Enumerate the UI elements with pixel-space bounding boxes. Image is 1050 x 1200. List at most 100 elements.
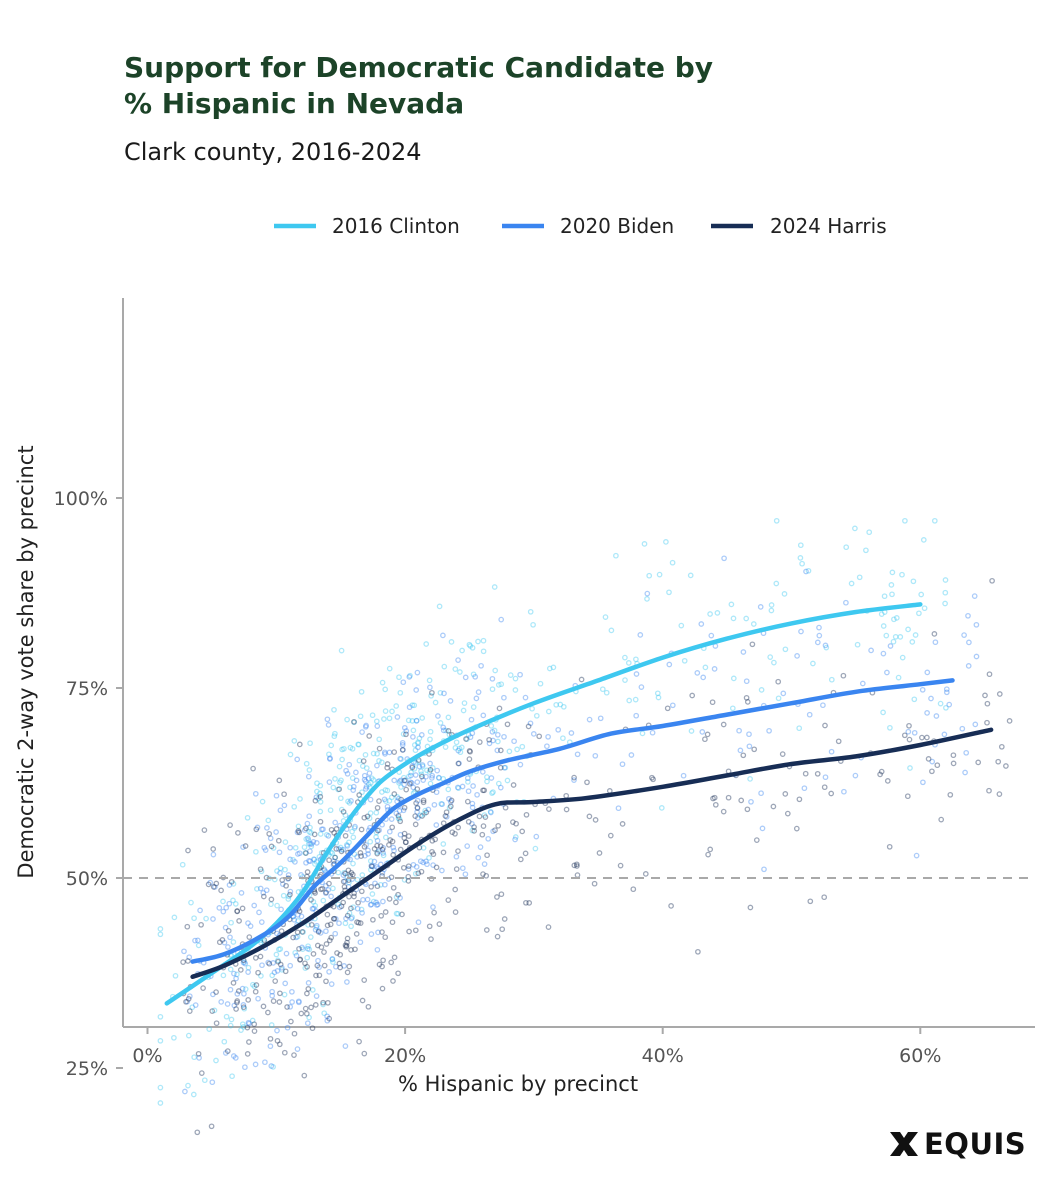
x-tick-label: 60%: [899, 1045, 941, 1067]
scatter-point: [253, 982, 260, 988]
scatter-point: [343, 915, 349, 922]
scatter-point: [420, 799, 427, 806]
scatter-point: [397, 831, 404, 838]
scatter-point: [973, 653, 980, 660]
scatter-point: [340, 878, 347, 885]
scatter-point: [277, 807, 284, 814]
scatter-point: [303, 760, 310, 767]
scatter-point: [889, 591, 895, 598]
scatter-point: [258, 973, 264, 979]
scatter-point: [303, 836, 310, 842]
scatter-point: [507, 672, 514, 678]
scatter-point: [281, 991, 288, 998]
scatter-point: [246, 1020, 252, 1027]
scatter-point: [748, 798, 754, 805]
scatter-point: [418, 732, 425, 738]
scatter-point: [427, 728, 434, 735]
scatter-point: [506, 748, 513, 755]
scatter-point: [362, 723, 369, 730]
scatter-point: [420, 777, 427, 783]
scatter-point: [306, 1014, 312, 1021]
scatter-point: [342, 870, 349, 877]
scatter-point: [298, 913, 305, 920]
scatter-point: [650, 776, 656, 783]
scatter-point: [308, 1004, 314, 1011]
scatter-point: [376, 848, 382, 854]
scatter-point: [465, 818, 472, 825]
scatter-point: [400, 746, 406, 753]
scatter-point: [291, 1052, 297, 1058]
scatter-point: [414, 804, 421, 811]
scatter-point: [312, 861, 318, 867]
scatter-point: [312, 1002, 319, 1008]
scatter-point: [426, 855, 432, 861]
scatter-point: [592, 752, 599, 759]
scatter-point: [191, 915, 197, 922]
scatter-point: [317, 793, 324, 800]
scatter-point: [351, 719, 357, 726]
scatter-point: [490, 737, 496, 744]
scatter-point: [321, 1010, 328, 1017]
scatter-point: [480, 637, 487, 644]
scatter-point: [192, 937, 198, 944]
scatter-point: [308, 830, 314, 836]
scatter-point: [206, 1026, 213, 1032]
scatter-point: [457, 669, 463, 675]
scatter-point: [197, 907, 203, 914]
scatter-point: [332, 776, 338, 782]
scatter-point: [379, 679, 386, 686]
scatter-point: [379, 929, 385, 935]
scatter-point: [406, 704, 413, 711]
scatter-point: [273, 829, 279, 835]
scatter-point: [389, 919, 396, 926]
scatter-point: [743, 678, 750, 685]
scatter-point: [369, 891, 376, 897]
scatter-point: [405, 717, 412, 724]
scatter-point: [447, 698, 454, 704]
scatter-point: [751, 746, 758, 753]
scatter-point: [312, 797, 319, 804]
x-tick-label: 0%: [132, 1045, 162, 1067]
scatter-point: [344, 969, 351, 976]
scatter-point: [374, 804, 381, 811]
scatter-point: [335, 846, 342, 852]
scatter-point: [374, 946, 381, 953]
scatter-point: [280, 892, 287, 899]
scatter-point: [301, 1072, 308, 1079]
scatter-point: [287, 888, 294, 895]
scatter-point: [228, 919, 234, 926]
scatter-point: [374, 827, 381, 834]
scatter-point: [453, 853, 460, 860]
scatter-point: [353, 769, 359, 776]
scatter-point: [181, 948, 187, 955]
scatter-point: [355, 741, 362, 748]
scatter-point: [354, 919, 360, 925]
scatter-point: [608, 627, 615, 634]
scatter-point: [294, 933, 301, 940]
scatter-point: [523, 899, 529, 906]
scatter-point: [408, 769, 414, 776]
scatter-point: [348, 798, 354, 804]
scatter-point: [689, 692, 696, 699]
scatter-point: [606, 788, 613, 794]
scatter-point: [773, 580, 780, 587]
scatter-point: [244, 1024, 251, 1031]
scatter-point: [376, 736, 383, 743]
scatter-point: [440, 632, 446, 639]
scatter-point: [289, 988, 295, 995]
scatter-point: [835, 738, 842, 745]
scatter-point: [264, 825, 270, 831]
scatter-point: [437, 689, 444, 696]
scatter-point: [396, 779, 402, 786]
scatter-point: [412, 821, 419, 828]
scatter-point: [233, 975, 239, 982]
scatter-point: [714, 610, 721, 616]
scatter-point: [343, 942, 350, 949]
scatter-point: [494, 731, 501, 738]
scatter-point: [348, 923, 354, 930]
scatter-point: [854, 641, 861, 648]
scatter-point: [452, 744, 459, 751]
equis-logo-icon: [890, 1132, 918, 1156]
scatter-point: [379, 846, 386, 853]
scatter-point: [603, 689, 610, 696]
